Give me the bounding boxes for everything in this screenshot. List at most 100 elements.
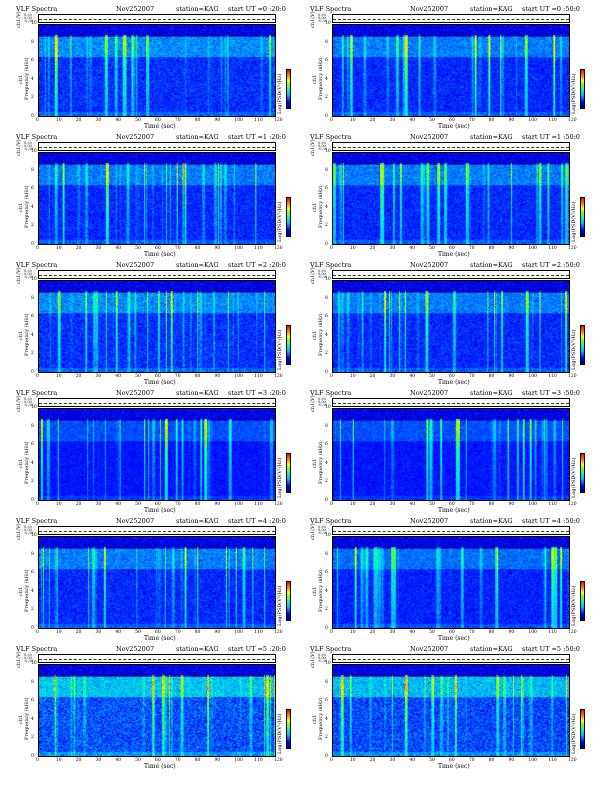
y-axis-label: Frequency (kHz) (318, 697, 324, 740)
x-tick-label: 30 (389, 118, 396, 123)
signal-line (333, 403, 569, 404)
y-tick-label: 8 (31, 551, 34, 557)
x-tick-label: 40 (409, 374, 416, 379)
x-tick-label: 80 (488, 246, 495, 251)
x-tick-label: 40 (115, 118, 122, 123)
x-tick-label: 100 (234, 630, 243, 635)
y-tick-label: 8 (31, 295, 34, 301)
signal-tick-label: 0.30 (318, 141, 326, 145)
signal-strip (38, 398, 276, 407)
colorbar (286, 453, 291, 493)
y-axis-label: Frequency (kHz) (24, 569, 30, 612)
panel-station: station=KAG (470, 645, 513, 653)
x-tick-label: 10 (55, 502, 62, 507)
x-tick-label: 110 (254, 758, 263, 763)
colorbar-label: Log(PSD(V²/Hz) (571, 713, 577, 754)
y-tick-label: 4 (31, 332, 34, 338)
x-tick-label: 30 (95, 630, 102, 635)
panel-start-time: start UT =0 :50:0 (522, 5, 580, 13)
y-tick-label: 2 (325, 735, 328, 741)
signal-strip (38, 142, 276, 151)
panel-station: station=KAG (470, 389, 513, 397)
signal-tick-label: 0.00 (24, 272, 32, 276)
y-axis-label: Frequency (kHz) (24, 185, 30, 228)
signal-tick-label: -0.30 (318, 531, 327, 535)
x-tick-label: 100 (234, 118, 243, 123)
x-tick-label: 120 (274, 758, 283, 763)
x-tick-label: 50 (429, 246, 435, 251)
y-tick-label: 8 (31, 167, 34, 173)
panel-label: VLF Spectra (16, 133, 58, 141)
x-tick-label: 70 (174, 630, 181, 635)
x-tick-label: 60 (449, 758, 455, 763)
signal-tick-label: -0.30 (24, 275, 33, 279)
y-axis-label: Frequency (kHz) (24, 57, 30, 100)
signal-tick-label: 0.30 (318, 653, 326, 657)
spectrogram-image (39, 153, 275, 244)
y-tick-label: 10 (325, 661, 331, 666)
spectrogram-plot (332, 536, 570, 629)
x-tick-label: 90 (508, 630, 515, 635)
x-tick-label: 40 (409, 246, 416, 251)
panel-station: station=KAG (176, 5, 219, 13)
panel-station: station=KAG (176, 517, 219, 525)
colorbar-label: Log(PSD(V²/Hz) (277, 713, 283, 754)
spectrogram-panel: VLF Spectra Nov252007 station=KAG start UT … (16, 260, 306, 388)
x-tick-label: 20 (369, 502, 376, 507)
x-tick-label: 40 (115, 246, 122, 251)
y-tick-label: 4 (325, 716, 328, 722)
x-tick-label: 0 (330, 630, 333, 635)
spectrogram-image (333, 281, 569, 372)
colorbar (580, 581, 585, 621)
signal-tick-label: 0.00 (24, 528, 32, 532)
panel-date: Nov252007 (116, 389, 155, 397)
x-tick-label: 30 (389, 502, 396, 507)
y-tick-label: 4 (31, 76, 34, 82)
y-tick-label: 8 (325, 167, 328, 173)
x-axis-label: Time (sec) (438, 379, 470, 386)
y-tick-label: 8 (325, 423, 328, 429)
signal-strip (332, 142, 570, 151)
signal-axis-label: ch1(V) (16, 523, 22, 540)
signal-line (39, 275, 275, 276)
x-tick-label: 120 (274, 374, 283, 379)
y-tick-label: 2 (325, 479, 328, 485)
y-tick-label: 2 (31, 351, 34, 357)
x-axis-label: Time (sec) (438, 123, 470, 130)
y-tick-label: 4 (325, 332, 328, 338)
panel-station: station=KAG (470, 5, 513, 13)
x-tick-label: 110 (548, 630, 557, 635)
x-tick-label: 80 (488, 758, 495, 763)
y-tick-label: 0 (325, 626, 328, 631)
x-tick-label: 90 (214, 118, 221, 123)
signal-line (333, 531, 569, 532)
colorbar-label: Log(PSD(V²/Hz) (277, 457, 283, 498)
x-tick-label: 10 (55, 374, 62, 379)
y-tick-label: 2 (31, 735, 34, 741)
spectrogram-panel: VLF Spectra Nov252007 station=KAG start UT … (310, 388, 600, 516)
panel-date: Nov252007 (410, 389, 449, 397)
spectrogram-plot (38, 152, 276, 245)
x-tick-label: 100 (528, 374, 537, 379)
signal-strip (332, 654, 570, 663)
signal-axis-label: ch1(V) (310, 267, 316, 284)
panel-date: Nov252007 (410, 133, 449, 141)
y-tick-label: 4 (325, 460, 328, 466)
y-tick-label: 6 (325, 186, 328, 192)
x-axis-label: Time (sec) (144, 635, 176, 642)
panel-start-time: start UT =5 :20:0 (228, 645, 286, 653)
signal-axis-label: ch1(V) (16, 395, 22, 412)
x-tick-label: 110 (548, 118, 557, 123)
signal-tick-label: -0.30 (24, 403, 33, 407)
x-tick-label: 90 (508, 374, 515, 379)
panel-start-time: start UT =3 :50:0 (522, 389, 580, 397)
y-tick-label: 4 (31, 588, 34, 594)
x-tick-label: 50 (429, 374, 435, 379)
signal-strip (332, 270, 570, 279)
signal-tick-label: -0.30 (318, 275, 327, 279)
x-tick-label: 50 (135, 374, 141, 379)
x-tick-label: 30 (389, 630, 396, 635)
x-tick-label: 120 (568, 374, 577, 379)
x-tick-label: 10 (349, 502, 356, 507)
y-tick-label: 6 (31, 58, 34, 64)
